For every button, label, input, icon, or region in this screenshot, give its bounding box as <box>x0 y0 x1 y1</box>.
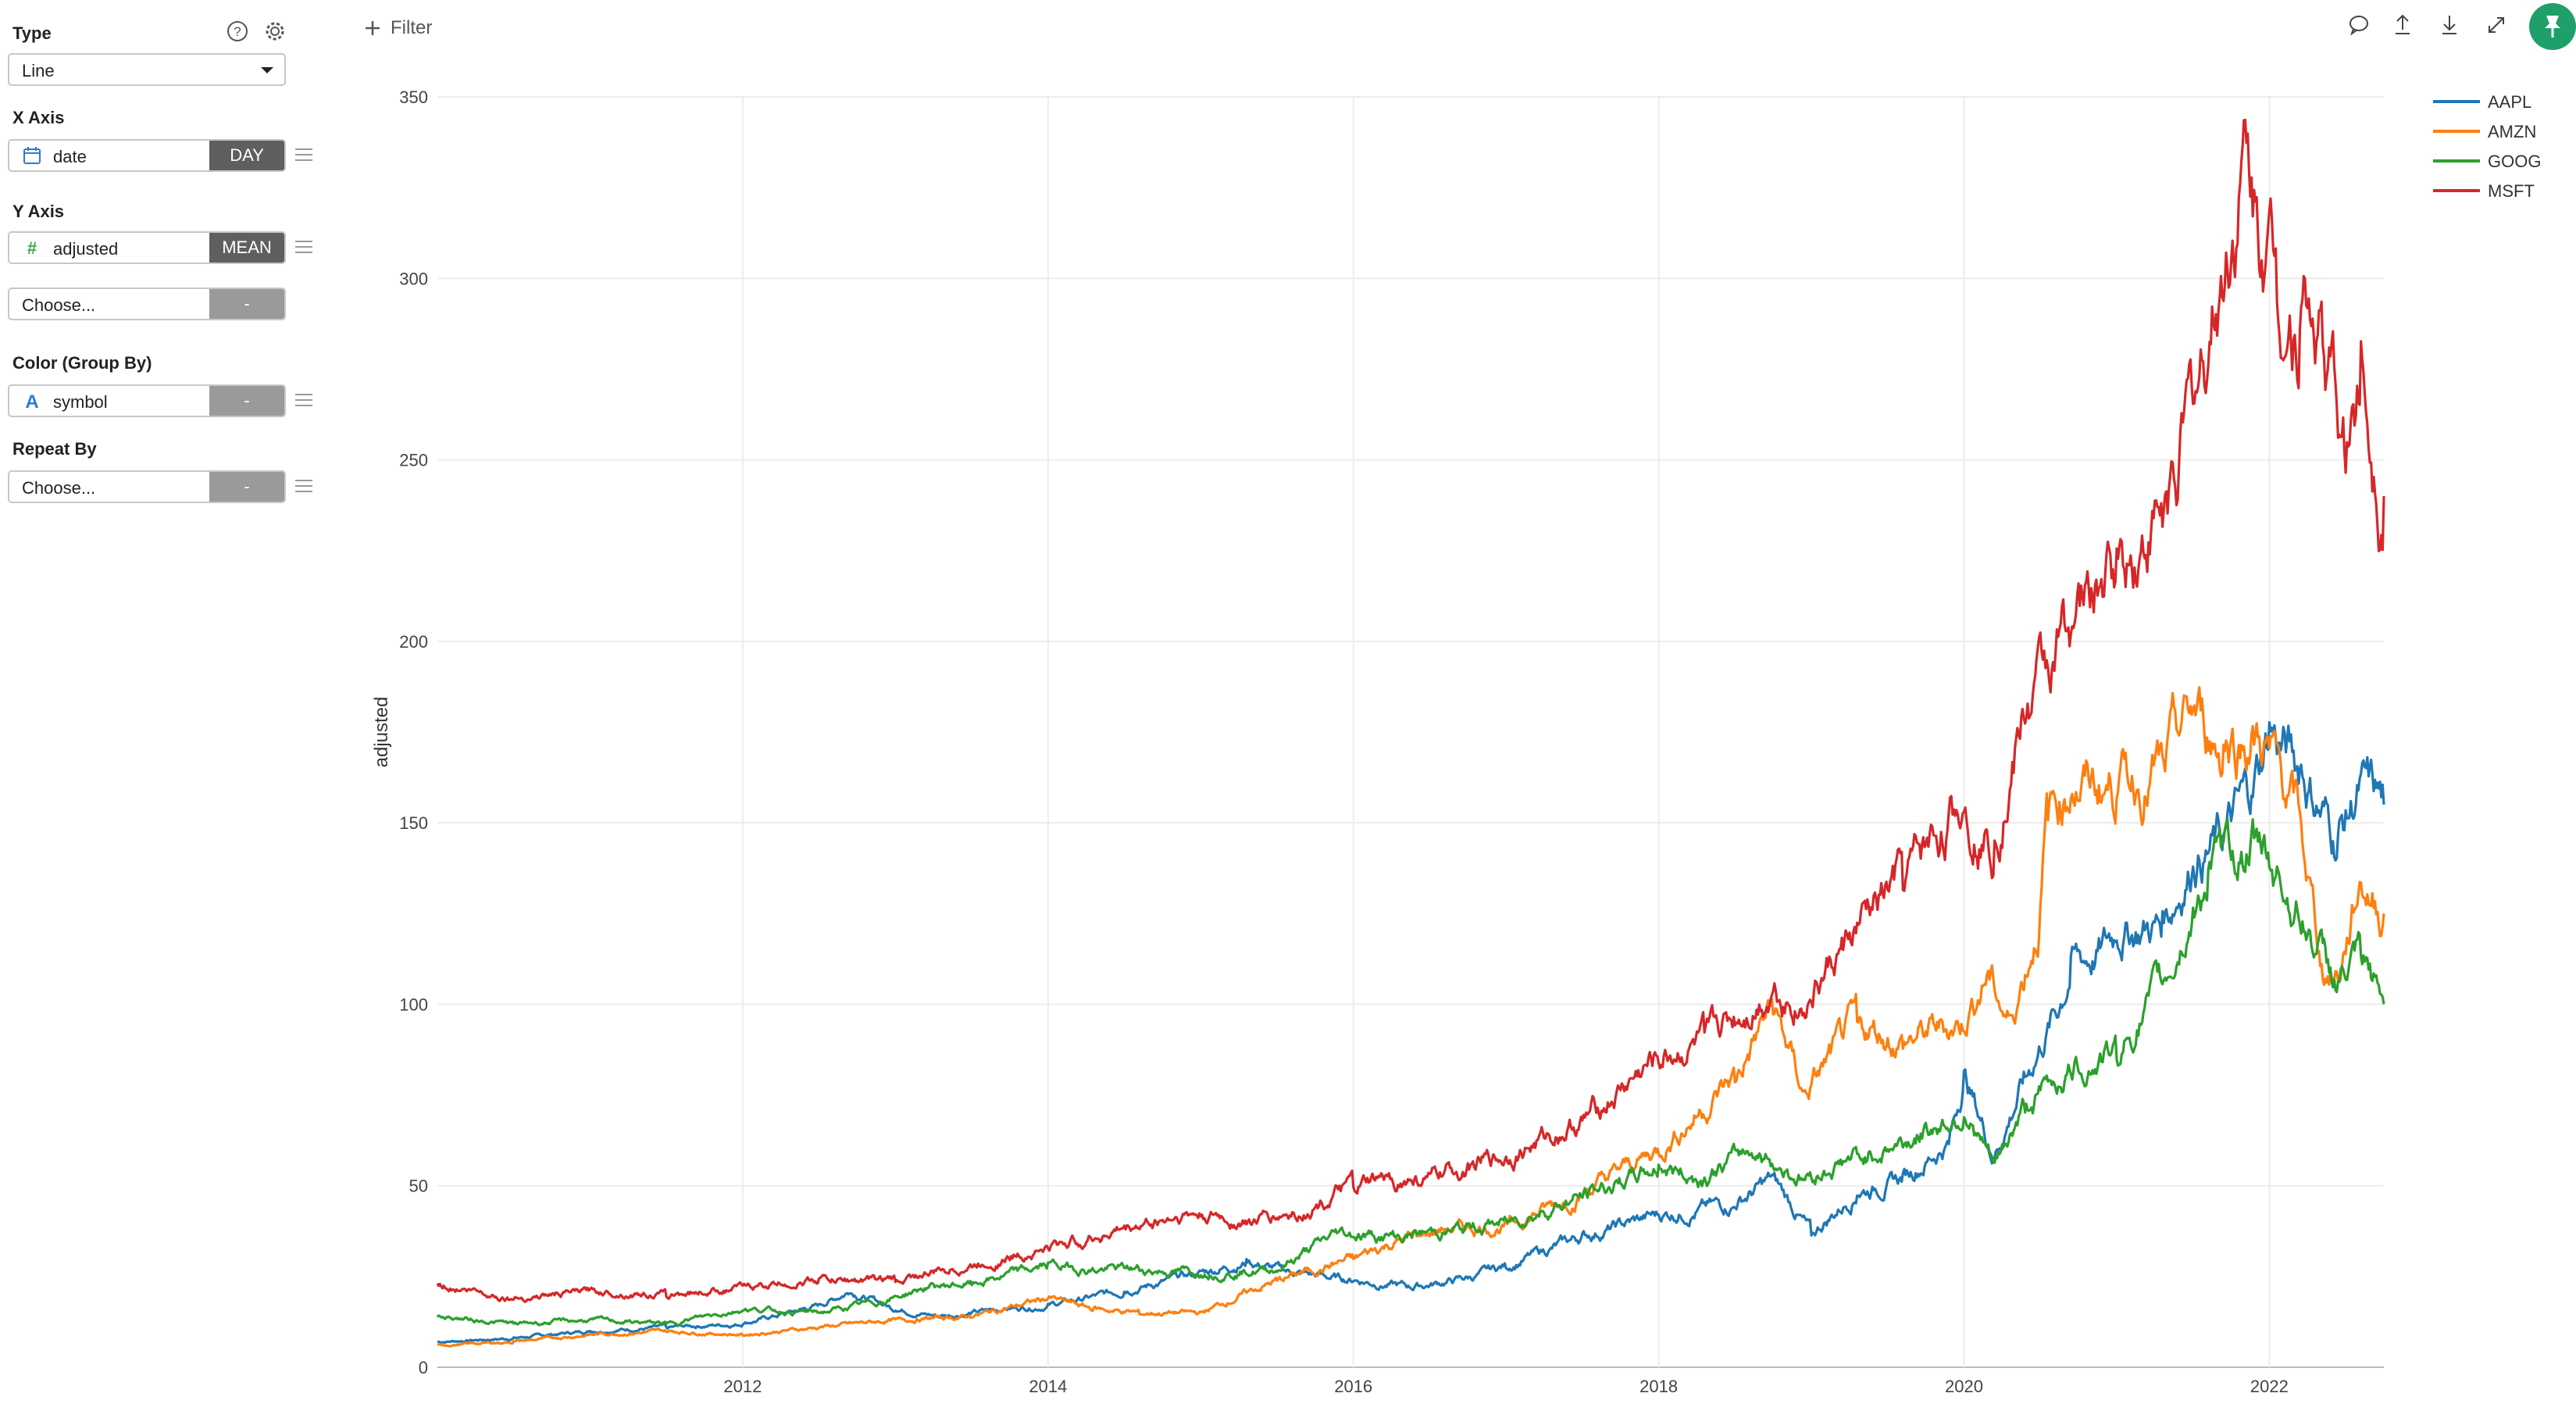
repeat-by-placeholder: Choose... <box>22 478 96 498</box>
legend-label-goog: GOOG <box>2488 152 2541 171</box>
type-label: Type <box>12 23 52 43</box>
y-axis-agg-button[interactable]: MEAN <box>209 233 284 263</box>
y-tick-label: 350 <box>399 88 428 107</box>
filter-button[interactable]: Filter <box>364 14 432 42</box>
y-tick-label: 200 <box>399 632 428 652</box>
pin-button[interactable] <box>2529 3 2576 50</box>
y-tick-label: 300 <box>399 269 428 288</box>
svg-text:A: A <box>25 391 38 411</box>
x-tick-label: 2018 <box>1639 1377 1678 1396</box>
color-group-label: Color (Group By) <box>12 353 152 373</box>
svg-text:#: # <box>27 238 37 258</box>
x-tick-label: 2016 <box>1334 1377 1372 1396</box>
legend-label-aapl: AAPL <box>2488 92 2531 112</box>
legend-label-amzn: AMZN <box>2488 122 2536 141</box>
repeat-by-drag-handle[interactable] <box>295 480 312 494</box>
y-axis-second-agg-button[interactable]: - <box>209 289 284 319</box>
color-group-agg-button[interactable]: - <box>209 386 284 416</box>
calendar-icon <box>23 147 41 164</box>
x-axis-field-name: date <box>53 147 87 166</box>
color-group-field[interactable]: A symbol - <box>8 384 286 417</box>
y-axis-drag-handle[interactable] <box>295 241 312 255</box>
y-tick-label: 250 <box>399 451 428 470</box>
chart-type-select[interactable]: Line <box>8 53 286 86</box>
color-group-field-name: symbol <box>53 392 108 412</box>
x-tick-label: 2022 <box>2250 1377 2289 1396</box>
y-axis-field[interactable]: # adjusted MEAN <box>8 231 286 264</box>
repeat-by-agg-button[interactable]: - <box>209 472 284 502</box>
x-axis-drag-handle[interactable] <box>295 148 312 163</box>
export-icon[interactable] <box>2390 13 2415 38</box>
expand-icon[interactable] <box>2484 13 2509 38</box>
x-axis-ticks: 2012 2014 2016 2018 2020 2022 <box>723 1377 2288 1396</box>
x-tick-label: 2012 <box>723 1377 762 1396</box>
x-axis-agg-button[interactable]: DAY <box>209 141 284 170</box>
legend-label-msft: MSFT <box>2488 181 2535 201</box>
chart-series-lines <box>436 118 2385 1348</box>
series-line-aapl <box>437 720 2385 1345</box>
chart-type-value: Line <box>22 61 55 80</box>
text-type-icon: A <box>25 391 38 411</box>
x-axis-field[interactable]: date DAY <box>8 139 286 172</box>
y-axis-title: adjusted <box>371 697 392 768</box>
series-line-goog <box>436 817 2385 1327</box>
x-axis-label: X Axis <box>12 108 65 127</box>
series-line-msft <box>436 118 2385 1303</box>
filter-label: Filter <box>391 17 433 38</box>
chevron-down-icon <box>261 67 273 73</box>
repeat-by-label: Repeat By <box>12 439 97 459</box>
y-axis-field-name: adjusted <box>53 239 119 259</box>
repeat-by-field[interactable]: Choose... - <box>8 470 286 503</box>
help-icon[interactable]: ? <box>227 20 248 42</box>
x-tick-label: 2020 <box>1945 1377 1983 1396</box>
y-axis-ticks: 0 50 100 150 200 250 300 350 <box>399 88 428 1377</box>
y-tick-label: 150 <box>399 813 428 833</box>
plus-icon <box>366 21 380 35</box>
x-tick-label: 2014 <box>1029 1377 1067 1396</box>
svg-text:?: ? <box>234 24 241 39</box>
gear-icon[interactable] <box>264 20 286 42</box>
number-icon: # <box>27 238 37 258</box>
chart-legend[interactable]: AAPL AMZN GOOG MSFT <box>2433 92 2541 201</box>
y-axis-second-field[interactable]: Choose... - <box>8 288 286 320</box>
y-tick-label: 100 <box>399 995 428 1014</box>
y-axis-label: Y Axis <box>12 202 65 221</box>
chart-config-panel: Type ? Line X Axis date DAY Y Axis # adj… <box>0 0 312 1411</box>
download-icon[interactable] <box>2437 13 2462 38</box>
y-tick-label: 50 <box>409 1177 428 1196</box>
chart-grid <box>437 96 2384 1368</box>
color-group-drag-handle[interactable] <box>295 394 312 408</box>
series-line-amzn <box>437 686 2385 1348</box>
y-axis-second-placeholder: Choose... <box>22 295 96 315</box>
pin-icon <box>2545 16 2560 38</box>
comment-icon[interactable] <box>2346 13 2371 38</box>
y-tick-label: 0 <box>419 1358 428 1377</box>
